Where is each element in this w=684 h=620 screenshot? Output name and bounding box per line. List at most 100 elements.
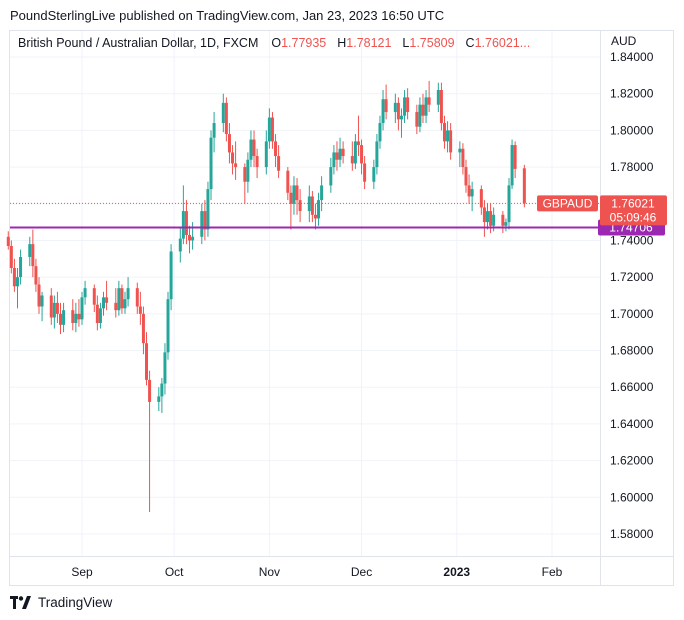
legend-open-label: O	[271, 36, 282, 50]
candle-body	[403, 97, 407, 116]
candle-body	[427, 97, 431, 105]
candle-body	[470, 189, 474, 197]
candle-body	[77, 313, 81, 320]
legend-close-label: C	[465, 36, 475, 50]
candle-body	[37, 284, 41, 307]
candle-body	[501, 214, 505, 226]
candle-body	[200, 211, 204, 237]
candle-body	[117, 288, 121, 311]
candle-body	[482, 207, 486, 223]
candle-body	[246, 159, 250, 182]
candle-body	[360, 145, 364, 164]
brand-label: TradingView	[38, 595, 113, 610]
last-price-tag	[600, 195, 667, 226]
candle-body	[28, 244, 32, 257]
time-tick-label: Oct	[165, 565, 184, 579]
candle-body	[406, 97, 410, 113]
candle-body	[184, 211, 188, 235]
candle-body	[203, 211, 207, 230]
time-tick-label: Nov	[259, 565, 280, 579]
candle-body	[277, 156, 281, 171]
candle-body	[442, 123, 446, 142]
candle-body	[188, 234, 192, 241]
candle-body	[295, 185, 299, 201]
candle-body	[9, 245, 13, 268]
candle-body	[209, 137, 213, 190]
candle-body	[169, 251, 173, 300]
candle-body	[298, 200, 302, 212]
price-tick-label: 1.72000	[610, 270, 654, 284]
candle-body	[375, 141, 379, 168]
candle-body	[212, 123, 216, 138]
candle-body	[249, 139, 253, 160]
candle-body	[231, 152, 235, 164]
candle-body	[384, 99, 388, 113]
price-tick-label: 1.66000	[610, 380, 654, 394]
price-tick-label: 1.64000	[610, 417, 654, 431]
candle-body	[98, 308, 102, 324]
candle-body	[396, 102, 400, 120]
symbol-label: GBPAUD	[543, 196, 593, 210]
candle-body	[449, 130, 453, 153]
candle-body	[292, 185, 296, 204]
candle-body	[71, 310, 75, 324]
candle-body	[255, 156, 259, 168]
candle-body	[80, 297, 84, 320]
candle-body	[55, 302, 59, 314]
candle-body	[341, 148, 345, 157]
candle-body	[356, 141, 360, 146]
candle-body	[92, 288, 96, 305]
candle-body	[40, 295, 44, 307]
legend-high-label: H	[337, 36, 347, 50]
candle-body	[522, 168, 526, 204]
time-tick-label: Dec	[351, 565, 372, 579]
legend-high-value: 1.78121	[346, 36, 392, 50]
price-tick-label: 1.74000	[610, 233, 654, 247]
candle-body	[270, 117, 274, 142]
candle-body	[289, 192, 293, 204]
candle-body	[58, 313, 62, 325]
candle-body	[353, 141, 357, 164]
price-tick-label: 1.82000	[610, 87, 654, 101]
price-tick-label: 1.62000	[610, 454, 654, 468]
candle-body	[191, 236, 195, 241]
price-tick-label: 1.60000	[610, 490, 654, 504]
candle-body	[15, 277, 19, 287]
candle-body	[135, 288, 139, 307]
candle-body	[485, 211, 489, 223]
candle-body	[52, 302, 56, 318]
candle-body	[479, 189, 483, 208]
candle-body	[329, 167, 333, 186]
candle-body	[181, 211, 185, 239]
price-tick-label: 1.70000	[610, 307, 654, 321]
publisher-caption: PoundSterlingLive published on TradingVi…	[10, 8, 445, 23]
candle-body	[160, 383, 164, 397]
legend-symbol: British Pound / Australian Dollar, 1D, F…	[18, 36, 259, 50]
candle-body	[19, 256, 23, 278]
time-tick-label: 2023	[443, 565, 470, 579]
candle-body	[227, 134, 231, 153]
legend-close-value: 1.76021...	[474, 36, 531, 50]
legend-low-value: 1.75809	[409, 36, 455, 50]
candle-body	[317, 200, 321, 219]
candle-body	[224, 102, 228, 135]
candle-body	[332, 152, 336, 168]
candle-body	[34, 266, 38, 285]
price-tick-label: 1.58000	[610, 527, 654, 541]
candle-body	[163, 352, 167, 384]
candle-body	[489, 211, 493, 226]
candle-body	[49, 295, 53, 318]
price-tick-label: 1.80000	[610, 123, 654, 137]
candle-body	[234, 163, 238, 168]
candle-body	[62, 310, 66, 325]
symbol-tag	[537, 195, 598, 212]
candle-body	[439, 90, 443, 124]
tradingview-brand[interactable]: TradingView	[10, 595, 112, 610]
candle-body	[141, 313, 145, 344]
candle-body	[372, 167, 376, 182]
candle-body	[335, 152, 339, 160]
candle-body	[458, 148, 462, 153]
candle-body	[313, 214, 317, 219]
candle-body	[274, 141, 278, 157]
